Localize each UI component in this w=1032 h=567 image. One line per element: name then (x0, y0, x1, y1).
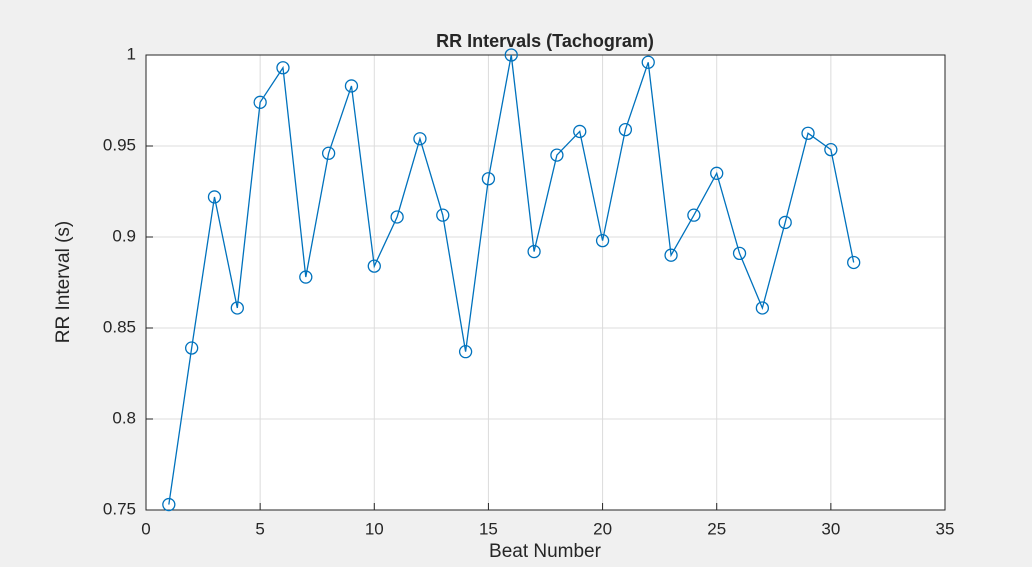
data-marker (824, 142, 838, 157)
data-marker (230, 301, 244, 315)
y-tick-label: 0.85 (103, 317, 136, 336)
data-marker (458, 345, 473, 359)
axes-background (146, 55, 945, 510)
data-marker (778, 215, 792, 230)
data-marker (595, 233, 610, 248)
data-marker (390, 210, 404, 224)
data-marker (550, 148, 564, 162)
y-tick-label: 0.8 (112, 408, 136, 427)
x-tick-label: 20 (593, 519, 612, 538)
x-tick-label: 15 (479, 519, 498, 538)
data-marker (573, 124, 587, 139)
data-line (168, 54, 855, 505)
data-marker (664, 248, 678, 262)
data-marker (321, 146, 336, 160)
data-marker (413, 132, 427, 146)
data-marker (687, 208, 701, 222)
data-marker (276, 61, 290, 75)
data-marker (710, 166, 724, 180)
data-marker (367, 259, 381, 273)
data-marker (801, 126, 815, 140)
data-marker (207, 190, 222, 204)
data-marker (185, 341, 199, 355)
data-marker (504, 48, 518, 62)
data-marker (436, 208, 450, 222)
data-marker (527, 244, 541, 259)
y-axis-label: RR Interval (s) (53, 221, 74, 343)
data-marker (847, 255, 861, 270)
data-marker (162, 497, 176, 512)
x-axis-label: Beat Number (489, 541, 602, 562)
y-tick-label: 0.9 (112, 226, 136, 245)
data-marker (755, 301, 770, 315)
y-tick-label: 0.95 (103, 135, 136, 154)
data-marker (344, 79, 359, 93)
x-tick-label: 5 (255, 519, 264, 538)
data-marker (641, 55, 655, 69)
x-tick-label: 25 (707, 519, 726, 538)
x-tick-label: 0 (141, 519, 150, 538)
data-marker (253, 95, 267, 109)
y-tick-label: 1 (127, 44, 136, 63)
data-marker (299, 270, 313, 284)
data-marker (481, 172, 496, 186)
y-tick-label: 0.75 (103, 499, 136, 518)
x-tick-label: 30 (821, 519, 840, 538)
data-marker (732, 246, 747, 261)
x-tick-label: 35 (936, 519, 955, 538)
axes-box (145, 54, 946, 511)
data-marker (618, 122, 633, 137)
x-tick-label: 10 (365, 519, 384, 538)
chart-title: RR Intervals (Tachogram) (436, 31, 654, 51)
